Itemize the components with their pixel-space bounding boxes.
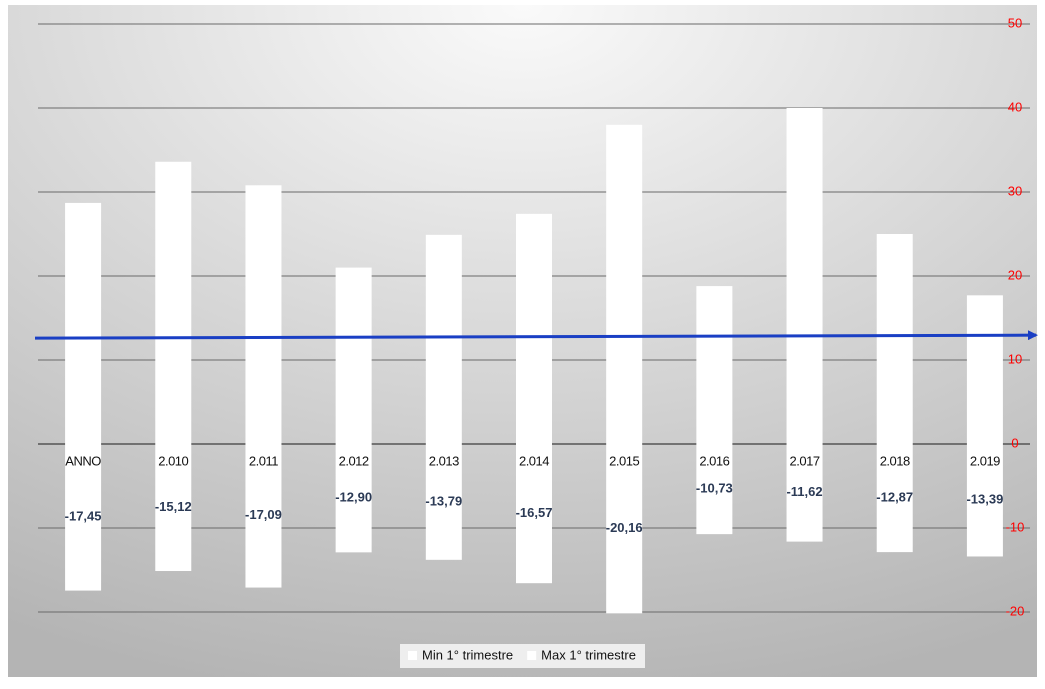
x-tick-label: ANNO bbox=[65, 453, 101, 468]
data-label: -17,45 bbox=[65, 509, 102, 524]
bar bbox=[335, 444, 372, 553]
x-tick-label: 2.013 bbox=[429, 453, 459, 468]
bar bbox=[606, 124, 643, 445]
y-tick-label: 40 bbox=[1008, 99, 1022, 114]
y-tick-label: -10 bbox=[1006, 519, 1025, 534]
x-tick-label: 2.012 bbox=[339, 453, 369, 468]
bar bbox=[696, 286, 733, 444]
data-label: -15,12 bbox=[155, 499, 192, 514]
bar bbox=[516, 444, 552, 584]
bar bbox=[155, 444, 192, 572]
data-label: -10,73 bbox=[696, 481, 733, 496]
bar bbox=[425, 444, 462, 560]
legend-label: Min 1° trimestre bbox=[422, 647, 513, 662]
legend-swatch bbox=[408, 651, 417, 660]
bar bbox=[696, 444, 733, 535]
bar bbox=[966, 444, 1003, 557]
data-label: -13,39 bbox=[966, 492, 1003, 507]
bar bbox=[786, 108, 823, 444]
legend-swatch bbox=[527, 651, 537, 660]
x-tick-label: 2.018 bbox=[880, 453, 910, 468]
bar bbox=[606, 444, 643, 614]
bar bbox=[876, 234, 913, 444]
data-label: -17,09 bbox=[245, 507, 282, 522]
reference-arrow bbox=[34, 330, 1038, 341]
bar bbox=[245, 444, 282, 588]
legend-label: Max 1° trimestre bbox=[541, 647, 636, 662]
x-tick-label: 2.010 bbox=[158, 453, 188, 468]
bar bbox=[65, 202, 102, 444]
bar bbox=[245, 185, 282, 444]
data-label: -13,79 bbox=[425, 493, 462, 508]
data-label: -20,16 bbox=[606, 520, 643, 535]
y-tick-label: 0 bbox=[1011, 435, 1018, 450]
y-tick-label: 20 bbox=[1008, 267, 1022, 282]
data-label: -16,57 bbox=[516, 505, 553, 520]
bar bbox=[966, 295, 1003, 444]
y-tick-label: 50 bbox=[1008, 15, 1022, 30]
y-tick-label: 30 bbox=[1008, 183, 1022, 198]
y-tick-label: -20 bbox=[1006, 603, 1025, 618]
bar bbox=[425, 234, 462, 444]
bar bbox=[65, 444, 102, 591]
x-tick-label: 2.015 bbox=[609, 453, 639, 468]
x-tick-label: 2.016 bbox=[699, 453, 729, 468]
bar bbox=[335, 267, 372, 444]
y-tick-label: 10 bbox=[1008, 351, 1022, 366]
bar bbox=[786, 444, 823, 542]
x-tick-label: 2.014 bbox=[519, 453, 549, 468]
x-tick-label: 2.019 bbox=[970, 453, 1000, 468]
data-label: -12,90 bbox=[335, 490, 372, 505]
data-label: -11,62 bbox=[786, 484, 822, 499]
x-tick-label: 2.011 bbox=[249, 453, 278, 468]
bar bbox=[516, 213, 552, 444]
bar bbox=[155, 161, 192, 444]
x-tick-label: 2.017 bbox=[790, 453, 820, 468]
bar bbox=[876, 444, 913, 553]
legend-box bbox=[400, 644, 645, 668]
data-label: -12,87 bbox=[876, 489, 913, 504]
